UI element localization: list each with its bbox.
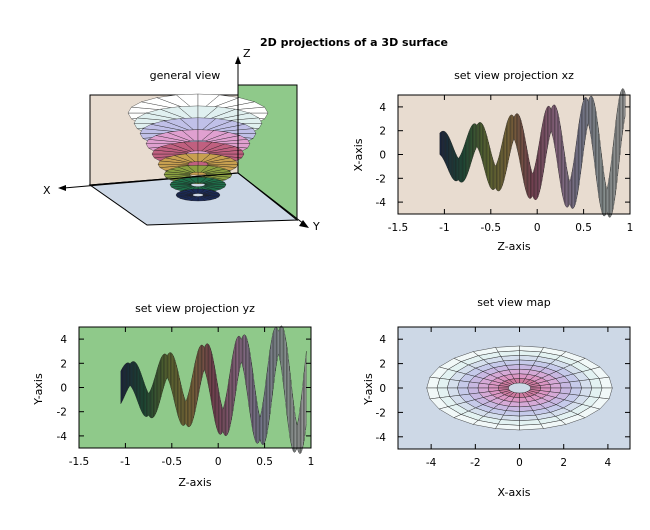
x-tick-label: -2 [470,457,480,469]
y-tick-label: 4 [379,334,386,346]
y-tick-label: 0 [379,150,386,162]
projection-yz-panel: set view projection yz -1.5 -1 -0.5 0 0.5 1 4 2… [32,302,314,489]
projection-yz-xlabel: Z-axis [178,476,212,489]
y-tick-label: -2 [57,407,67,419]
x-tick-label: -1.5 [69,456,90,468]
surface-strip [624,91,626,120]
x-tick-label: -1.5 [388,222,409,234]
y-axis-arrow [299,220,309,228]
x-tick-label: 2 [560,457,567,469]
projection-yz-surface [120,325,307,455]
z-axis-label: Z [243,47,251,60]
projection-xz-panel: set view projection xz -1.5 -1 -0.5 0 0.5 1 4 2… [352,69,633,253]
projection-yz-ylabel: Y-axis [32,373,45,406]
y-tick-label: 2 [60,358,67,370]
x-tick-label: 0 [215,456,222,468]
y-tick-label: 2 [379,126,386,138]
x-tick-label: 1 [308,456,315,468]
surface-facet [202,192,221,196]
y-tick-label: -4 [57,431,68,443]
map-cell [467,381,480,389]
map-cell [599,387,613,400]
surface-strip [305,351,307,431]
x-tick-label: 1 [627,222,634,234]
x-tick-label: 0 [516,457,523,469]
y-axis-label: Y [312,220,320,233]
x-tick-label: -0.5 [481,222,502,234]
map-surface [426,345,613,431]
projection-yz-ticks: -1.5 -1 -0.5 0 0.5 1 4 2 0 -2 -4 [57,327,315,468]
projection-xz-surface [439,88,626,218]
projection-yz-subtitle: set view projection yz [135,302,255,315]
z-axis-arrow [235,56,241,64]
x-tick-label: -0.5 [162,456,183,468]
y-tick-label: -2 [376,173,386,185]
projection-xz-ticks: -1.5 -1 -0.5 0 0.5 1 4 2 0 -2 -4 [376,95,634,234]
surface-facet [204,182,227,185]
general-view-panel: general view Z X Y [43,47,320,233]
x-tick-label: -1 [439,222,449,234]
projection-xz-xlabel: Z-axis [497,240,531,253]
map-subtitle: set view map [477,296,551,309]
x-tick-label: 4 [605,457,612,469]
y-axis-line [237,172,305,225]
y-tick-label: 4 [379,102,386,114]
map-xlabel: X-axis [498,486,531,499]
figure-title: 2D projections of a 3D surface [260,36,448,49]
y-tick-label: 0 [60,383,67,395]
map-ticks: -4 -2 0 2 4 4 2 0 -2 -4 [376,327,630,469]
x-tick-label: -1 [120,456,130,468]
map-ylabel: Y-axis [362,373,375,406]
x-tick-label: -4 [426,457,437,469]
projection-xz-subtitle: set view projection xz [454,69,574,82]
x-axis-arrow [58,185,66,191]
general-view-surface [127,93,269,202]
y-tick-label: -4 [376,197,387,209]
x-tick-label: 0.5 [256,456,273,468]
y-tick-label: 0 [379,383,386,395]
y-tick-label: -4 [376,432,387,444]
x-tick-label: 0 [534,222,541,234]
y-tick-label: 2 [379,359,386,371]
general-view-subtitle: general view [150,69,221,82]
map-cell [559,387,572,395]
y-tick-label: -2 [376,407,386,419]
map-panel: set view map -4 -2 0 2 4 4 2 0 -2 -4 X-axis Y-axi… [362,296,631,499]
x-axis-line [63,172,239,189]
x-tick-label: 0.5 [575,222,592,234]
surface-facet [208,149,245,155]
x-axis-label: X [43,184,51,197]
y-tick-label: 4 [60,334,67,346]
projection-xz-ylabel: X-axis [352,138,365,171]
